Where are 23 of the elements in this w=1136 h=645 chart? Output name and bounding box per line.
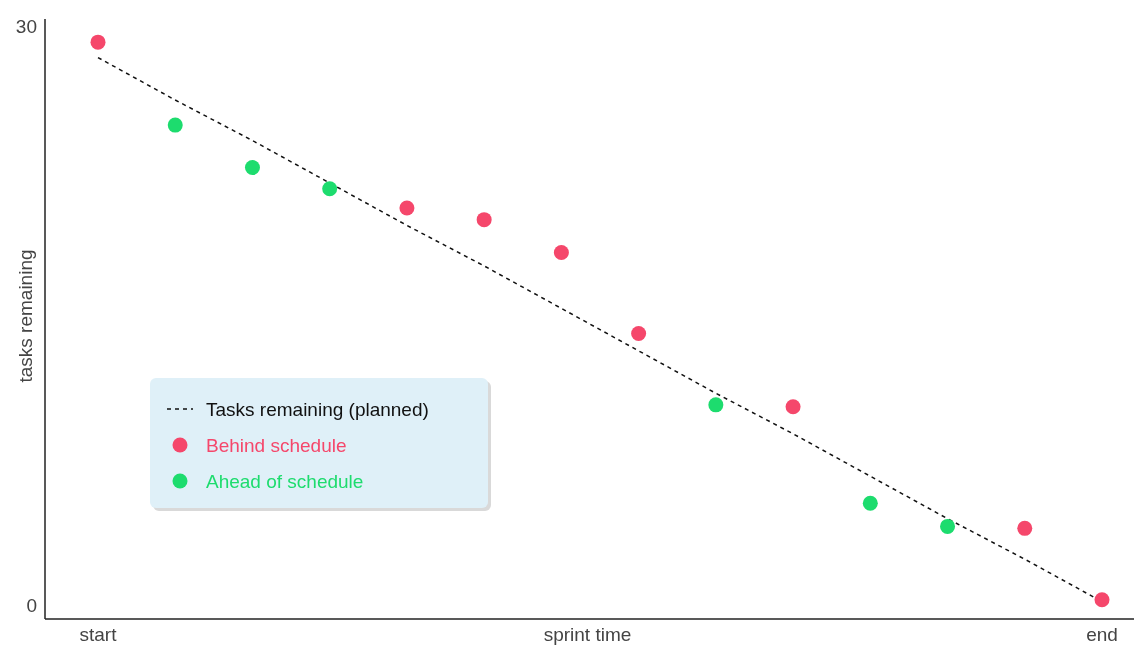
point <box>553 244 569 260</box>
point <box>708 397 724 413</box>
point <box>90 34 106 50</box>
legend-label: Tasks remaining (planned) <box>206 398 429 420</box>
y-axis-title: tasks remaining <box>15 249 36 383</box>
point <box>399 200 415 216</box>
point <box>244 160 260 176</box>
point <box>862 495 878 511</box>
point <box>631 325 647 341</box>
x-tick-label: end <box>1086 624 1118 645</box>
y-tick-label: 0 <box>26 595 37 617</box>
legend-label: Behind schedule <box>206 434 347 456</box>
legend-label: Ahead of schedule <box>206 470 364 492</box>
point <box>940 518 956 534</box>
point <box>1017 520 1033 536</box>
x-axis-title: sprint time <box>543 624 632 645</box>
point <box>476 212 492 228</box>
x-tick-label: start <box>79 624 118 645</box>
y-tick-label: 30 <box>15 16 37 38</box>
point <box>1094 592 1110 608</box>
point <box>322 181 338 197</box>
point <box>785 399 801 415</box>
point <box>167 117 183 133</box>
